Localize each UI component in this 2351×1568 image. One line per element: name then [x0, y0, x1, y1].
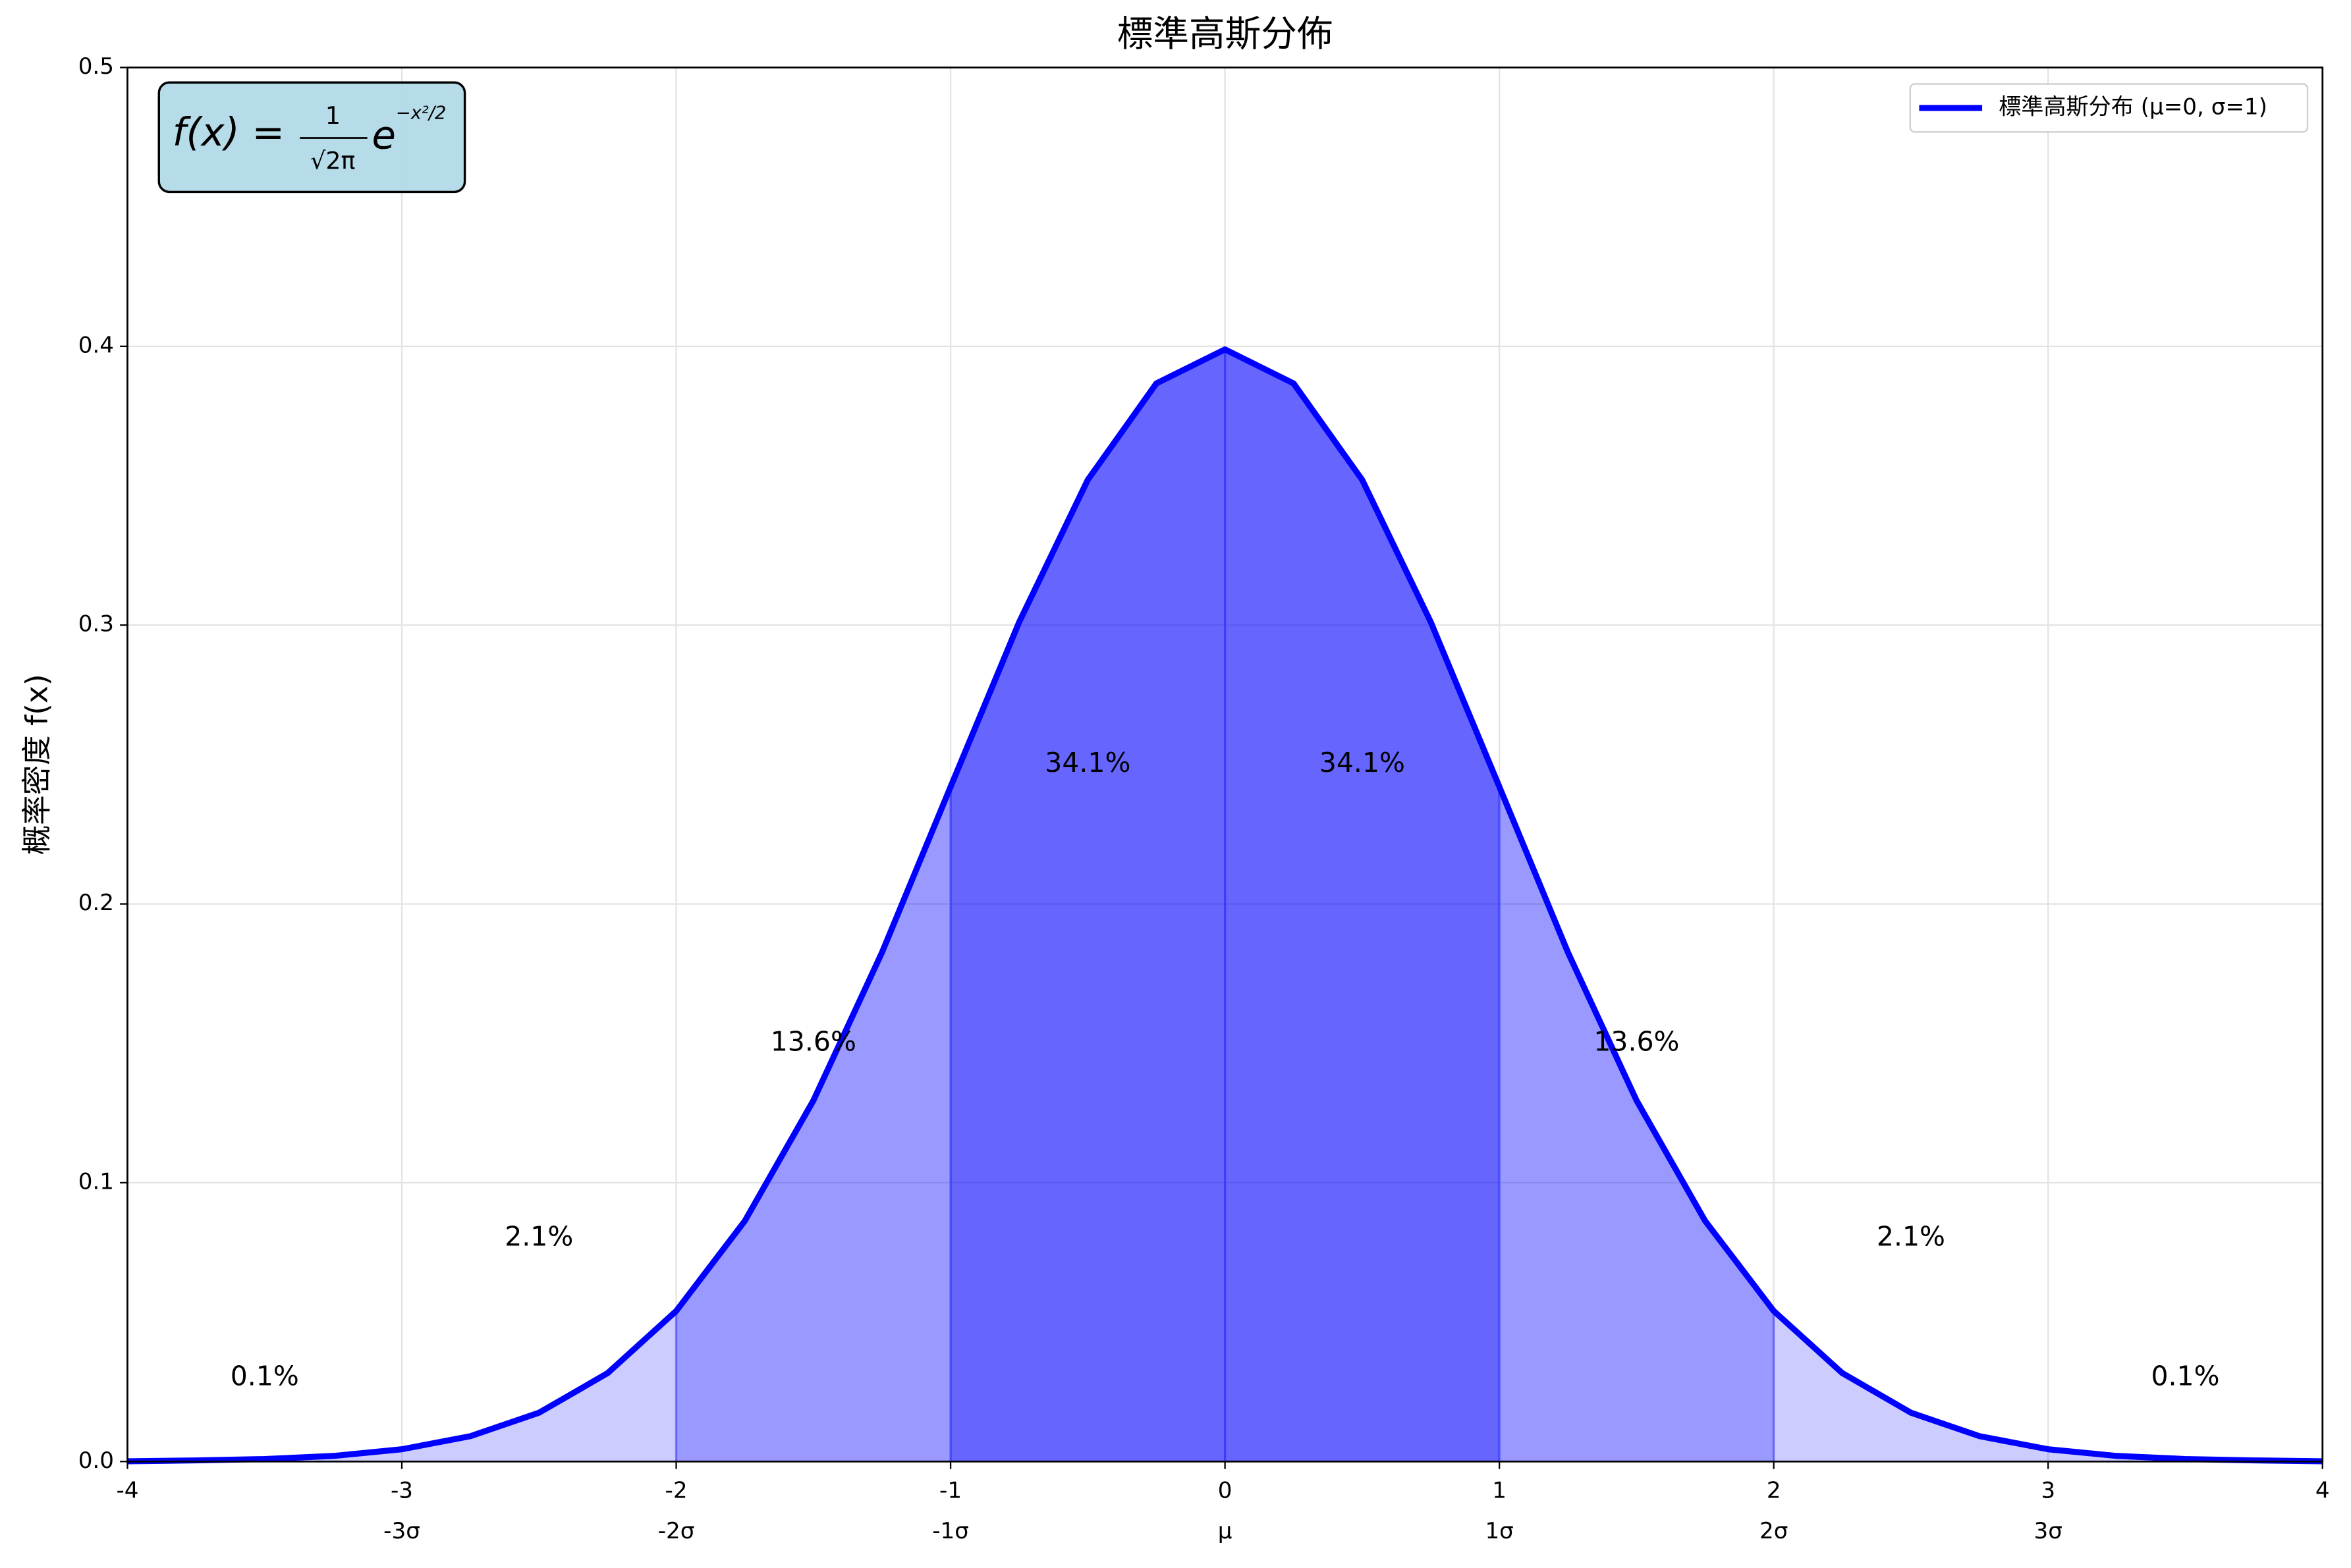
- formula-den: √2π: [310, 146, 355, 175]
- sigma-tick-label: 3σ: [2034, 1518, 2062, 1544]
- formula-exp: −x²/2: [396, 103, 447, 124]
- line-series: [127, 346, 2323, 1465]
- x-tick-label: -3: [391, 1477, 413, 1503]
- x-tick-label: -1: [939, 1477, 962, 1503]
- sigma-tick-label: -2σ: [658, 1518, 695, 1544]
- x-tick-label: -4: [116, 1477, 138, 1503]
- formula-lhs: f(x) =: [173, 109, 285, 155]
- formula-num: 1: [325, 101, 341, 130]
- annotation: 13.6%: [1593, 1025, 1679, 1057]
- annotation: 2.1%: [505, 1221, 573, 1253]
- sigma-tick-label: -1σ: [932, 1518, 969, 1544]
- y-tick-label: 0.0: [78, 1447, 114, 1474]
- shaded-area: [127, 1311, 677, 1462]
- y-tick-label: 0.5: [78, 53, 114, 80]
- formula: f(x) = 1 √2π e −x²/2: [157, 81, 466, 194]
- annotation: 0.1%: [2151, 1360, 2219, 1392]
- chart-title: 標準高斯分佈: [1117, 13, 1333, 55]
- annotation: 2.1%: [1877, 1221, 1945, 1253]
- legend: 標準高斯分布 (μ=0, σ=1): [1909, 83, 2309, 133]
- legend-box: [1909, 83, 2309, 133]
- sigma-tick-label: 1σ: [1485, 1518, 1513, 1544]
- y-tick-label: 0.2: [78, 890, 114, 916]
- sigma-tick-label: μ: [1218, 1518, 1232, 1544]
- x-tick-label: 4: [2315, 1477, 2330, 1503]
- y-axis-label: 概率密度 f(x): [20, 674, 55, 855]
- x-tick-label: 3: [2041, 1477, 2055, 1503]
- annotation: 34.1%: [1319, 747, 1405, 778]
- legend-label: 標準高斯分布 (μ=0, σ=1): [1999, 94, 2267, 120]
- shaded-area: [951, 349, 1500, 1462]
- shaded-area: [1773, 1311, 2323, 1462]
- annotation: 34.1%: [1045, 747, 1130, 778]
- x-tick-label: 0: [1218, 1477, 1232, 1503]
- annotation: 0.1%: [231, 1360, 299, 1392]
- y-tick-label: 0.3: [78, 611, 114, 637]
- x-tick-label: 2: [1767, 1477, 1781, 1503]
- formula-base: e: [372, 113, 395, 158]
- y-tick-label: 0.4: [78, 332, 114, 358]
- sigma-tick-label: -3σ: [383, 1518, 420, 1544]
- x-tick-label: -2: [665, 1477, 688, 1503]
- x-tick-label: 1: [1492, 1477, 1507, 1503]
- sigma-tick-label: 2σ: [1759, 1518, 1788, 1544]
- y-tick-label: 0.1: [78, 1168, 114, 1195]
- annotation: 13.6%: [771, 1025, 856, 1057]
